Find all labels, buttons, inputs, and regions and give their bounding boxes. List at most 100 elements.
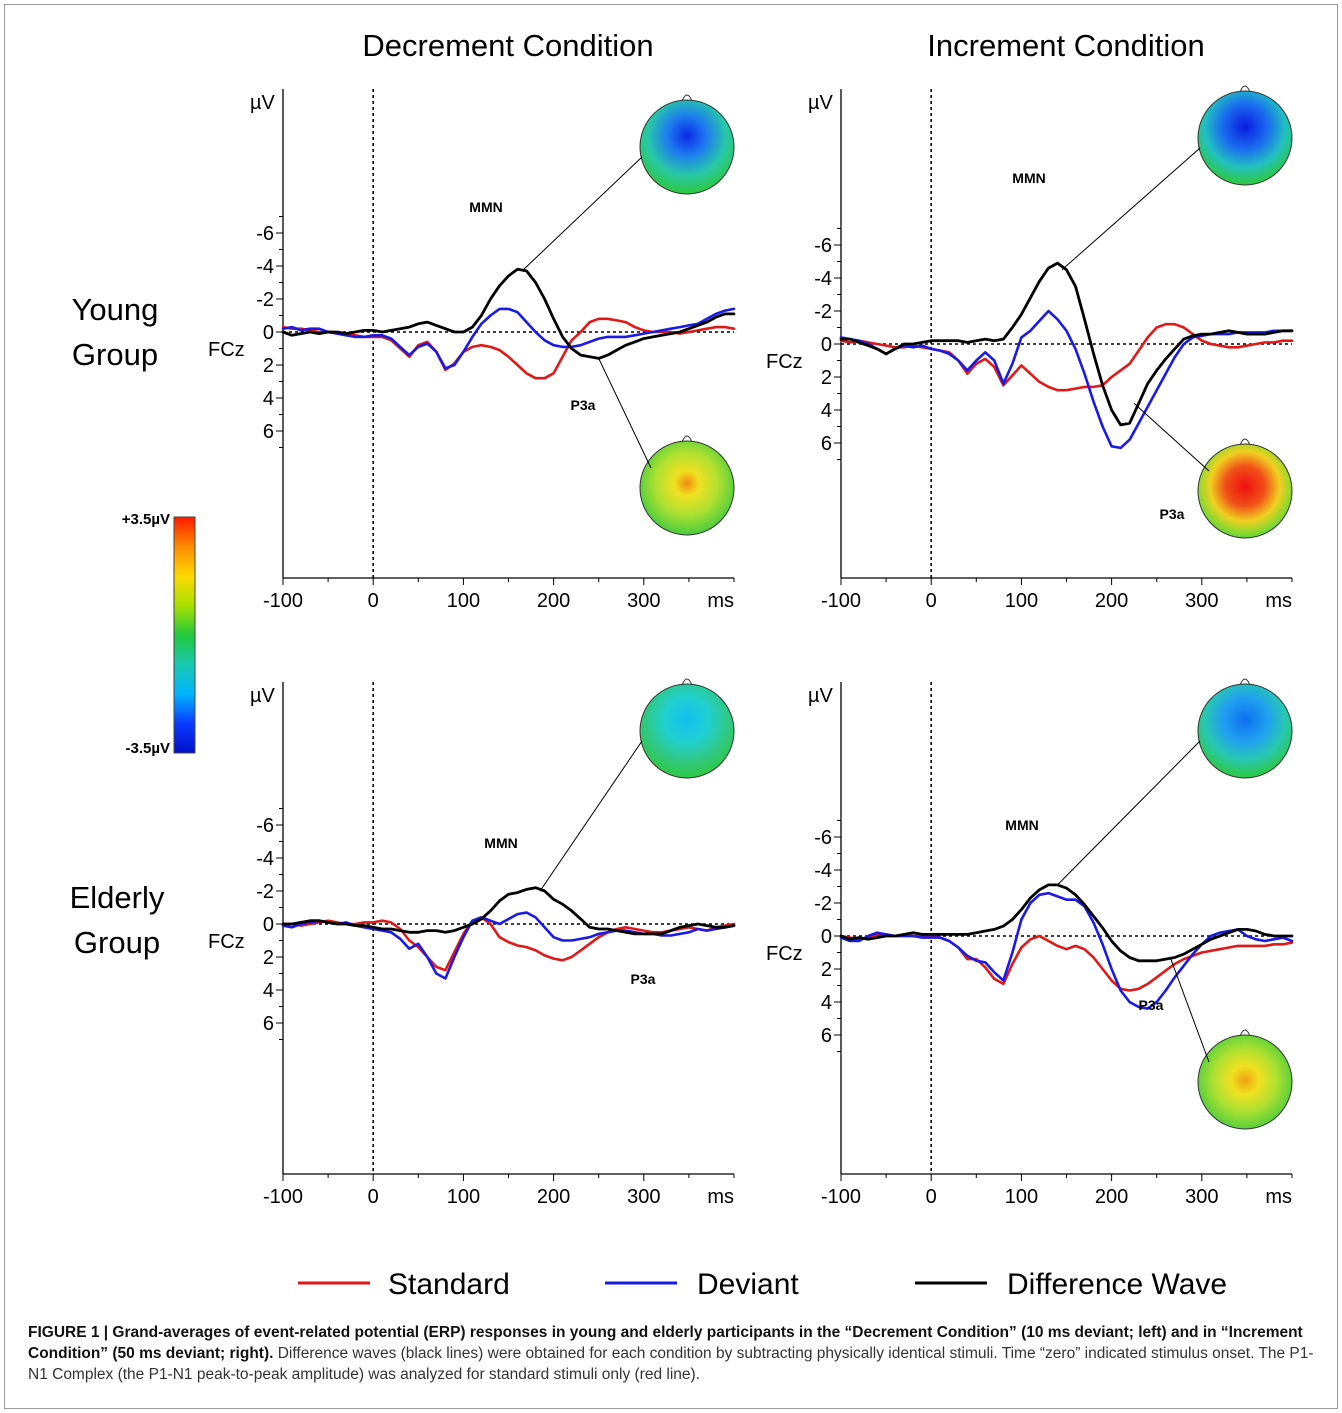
y-tick-label: 6: [821, 433, 832, 455]
y-tick-label: -6: [814, 827, 832, 849]
scalp-nose-icon: [681, 678, 693, 686]
x-unit-label: ms: [1265, 590, 1292, 612]
channel-label: FCz: [766, 351, 803, 373]
x-tick-label: -100: [821, 590, 861, 612]
scalp-map: [1197, 1029, 1293, 1130]
y-tick-label: 0: [263, 914, 274, 936]
legend-label-deviant: Deviant: [697, 1268, 799, 1301]
p3a-label: P3a: [1160, 506, 1185, 522]
y-tick-label: -4: [256, 848, 274, 870]
figure-caption: FIGURE 1 | Grand-averages of event-relat…: [28, 1322, 1318, 1385]
x-tick-label: 200: [1095, 1186, 1128, 1208]
x-tick-label: 200: [537, 590, 570, 612]
x-tick-label: 300: [1185, 1186, 1218, 1208]
y-tick-label: -2: [814, 893, 832, 915]
col-title-increment: Increment Condition: [927, 28, 1204, 63]
channel-label: FCz: [766, 943, 803, 965]
scalp-nose-icon: [1239, 85, 1251, 93]
y-tick-label: -2: [814, 301, 832, 323]
legend-label-standard: Standard: [388, 1268, 510, 1301]
scalp-map: [639, 435, 735, 536]
y-tick-label: -4: [814, 268, 832, 290]
x-tick-label: 100: [1005, 590, 1038, 612]
y-tick-label: -4: [814, 860, 832, 882]
mmn-pointer-line: [521, 156, 643, 272]
y-unit-label: µV: [250, 92, 276, 114]
y-tick-label: 4: [263, 388, 274, 410]
erp-panel-2: -6 -4 -2 0 2 4 6 -100 0 100 200 300 µV ms FCz MMN P3a: [208, 678, 736, 1208]
series-line-deviant: [281, 307, 736, 370]
x-tick-label: 300: [1185, 590, 1218, 612]
channel-label: FCz: [208, 339, 245, 361]
y-tick-label: 4: [821, 992, 832, 1014]
series-line-difference-wave: [839, 883, 1294, 963]
x-tick-label: 200: [1095, 590, 1128, 612]
col-title-decrement: Decrement Condition: [362, 28, 653, 63]
p3a-pointer-line: [598, 358, 652, 469]
erp-panel-0: -6 -4 -2 0 2 4 6 -100 0 100 200 300 µV ms FCz MMN P3a: [208, 89, 736, 612]
x-tick-label: 0: [368, 590, 379, 612]
y-tick-label: 0: [821, 926, 832, 948]
p3a-label: P3a: [1139, 997, 1164, 1013]
scalp-head-icon: [1197, 443, 1293, 539]
figure-frame: [4, 4, 1338, 1409]
scalp-map: [1197, 678, 1293, 779]
mmn-pointer-line: [1057, 740, 1201, 886]
x-tick-label: -100: [263, 1186, 303, 1208]
scalp-head-icon: [639, 683, 735, 779]
colorbar-max-label: +3.5µV: [122, 511, 170, 528]
p3a-label: P3a: [571, 397, 596, 413]
row-title-elderly-1: Elderly: [70, 880, 165, 915]
y-tick-label: 6: [821, 1025, 832, 1047]
scalp-map: [639, 94, 735, 195]
scalp-head-icon: [1197, 1034, 1293, 1130]
y-tick-label: -2: [256, 881, 274, 903]
y-tick-label: 2: [821, 959, 832, 981]
series-line-difference-wave: [839, 261, 1294, 427]
row-title-elderly-2: Group: [74, 925, 160, 960]
p3a-pointer-line: [1133, 403, 1210, 472]
x-unit-label: ms: [707, 1186, 734, 1208]
channel-label: FCz: [208, 931, 245, 953]
mmn-label: MMN: [1012, 170, 1045, 186]
scalp-nose-icon: [681, 435, 693, 443]
y-tick-label: -4: [256, 256, 274, 278]
erp-panel-1: -6 -4 -2 0 2 4 6 -100 0 100 200 300 µV ms FCz MMN P3a: [766, 85, 1294, 612]
x-tick-label: 0: [926, 1186, 937, 1208]
y-tick-label: 4: [263, 980, 274, 1002]
legend-label-difference: Difference Wave: [1007, 1268, 1227, 1301]
y-tick-label: -2: [256, 289, 274, 311]
y-tick-label: 2: [263, 947, 274, 969]
caption-title: FIGURE 1 | Grand-averages of event-relat…: [28, 1324, 1303, 1362]
series-line-deviant: [839, 891, 1294, 1010]
y-tick-label: 6: [263, 1013, 274, 1035]
mmn-label: MMN: [1005, 817, 1038, 833]
scalp-head-icon: [1197, 90, 1293, 186]
x-tick-label: 100: [1005, 1186, 1038, 1208]
y-unit-label: µV: [808, 92, 834, 114]
x-tick-label: 0: [368, 1186, 379, 1208]
y-tick-label: 2: [821, 367, 832, 389]
series-line-standard: [281, 916, 736, 972]
scalp-map: [1197, 438, 1293, 539]
caption-text: Difference waves (black lines) were obta…: [28, 1345, 1314, 1383]
x-tick-label: -100: [263, 590, 303, 612]
y-tick-label: 6: [263, 421, 274, 443]
y-unit-label: µV: [808, 685, 834, 707]
series-line-standard: [281, 317, 736, 380]
x-tick-label: 200: [537, 1186, 570, 1208]
row-title-young-1: Young: [72, 292, 159, 327]
y-tick-label: 4: [821, 400, 832, 422]
erp-figure: Decrement Condition Increment Condition …: [70, 28, 1294, 1301]
series-line-deviant: [281, 911, 736, 980]
p3a-pointer-line: [1169, 957, 1210, 1063]
scalp-nose-icon: [1239, 438, 1251, 446]
scalp-nose-icon: [1239, 678, 1251, 686]
x-unit-label: ms: [1265, 1186, 1292, 1208]
scalp-head-icon: [639, 99, 735, 195]
x-tick-label: 0: [926, 590, 937, 612]
scalp-map: [639, 678, 735, 779]
series-line-difference-wave: [281, 267, 736, 360]
y-tick-label: 2: [263, 355, 274, 377]
erp-panel-3: -6 -4 -2 0 2 4 6 -100 0 100 200 300 µV ms FCz MMN P3a: [766, 678, 1294, 1208]
